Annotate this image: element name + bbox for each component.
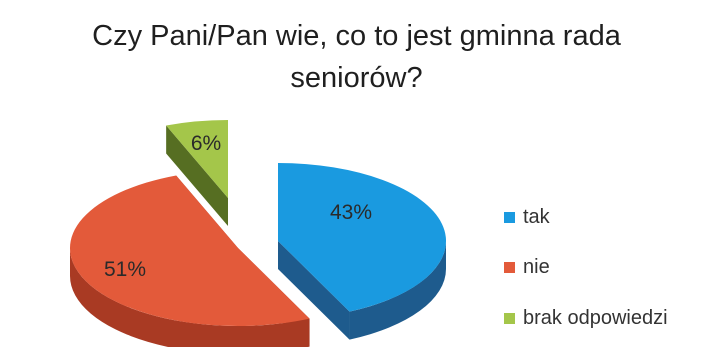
chart-title-line-1: Czy Pani/Pan wie, co to jest gminna rada [92, 20, 621, 52]
legend-swatch-nie [504, 261, 515, 273]
legend-label-nie: nie [523, 255, 550, 278]
slice-tak [278, 163, 447, 312]
slice-nie [69, 175, 310, 327]
legend-item-brak-odpowiedzi: brak odpowiedzi [504, 307, 668, 329]
slice-nie-rim [70, 248, 310, 347]
chart-title-line-2: seniorów? [290, 62, 423, 94]
data-label-brak-odpowiedzi: 6% [191, 132, 221, 155]
slice-tak-wall-1 [278, 241, 350, 340]
slice-tak-rim [349, 241, 446, 340]
legend-label-tak: tak [523, 205, 550, 228]
legend-swatch-tak [504, 211, 515, 223]
legend-swatch-brak-odpowiedzi [504, 312, 515, 324]
data-label-nie: 51% [104, 258, 146, 281]
data-label-tak: 43% [330, 201, 372, 224]
legend-item-nie: nie [504, 256, 550, 278]
slice-brak-odpowiedzi [166, 120, 228, 198]
legend-label-brak-odpowiedzi: brak odpowiedzi [523, 306, 668, 329]
legend-item-tak: tak [504, 206, 550, 228]
slice-brak-odpowiedzi-wall-0 [166, 125, 228, 226]
